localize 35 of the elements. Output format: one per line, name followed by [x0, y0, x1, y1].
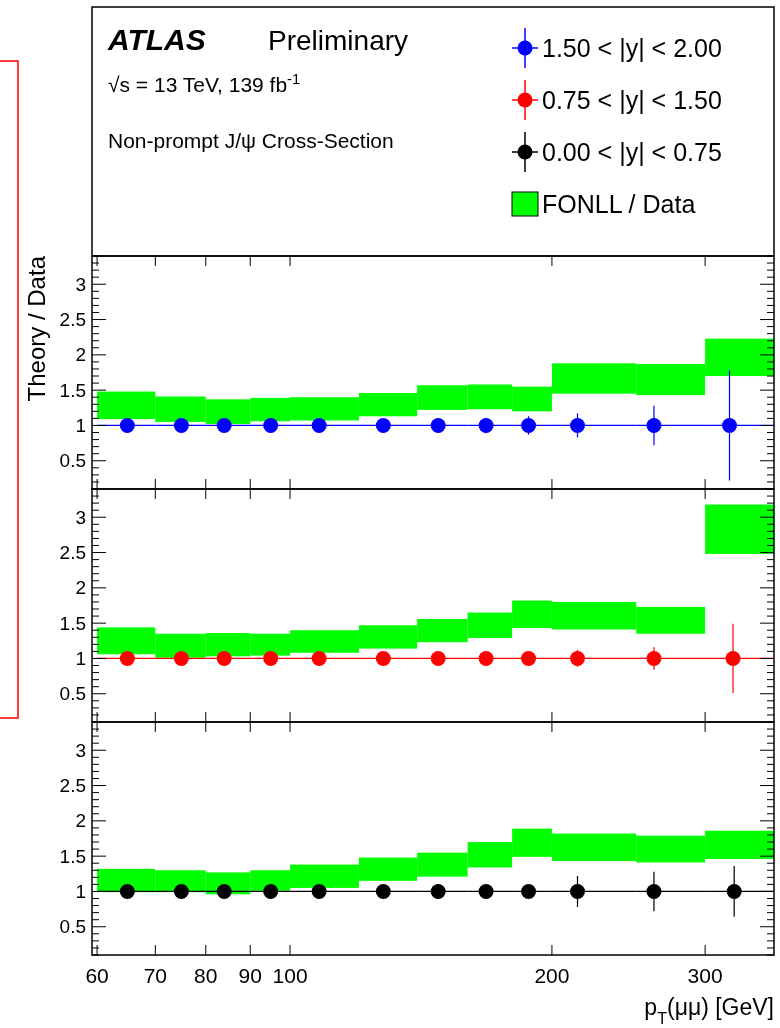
legend-label: 1.50 < |y| < 2.00 — [542, 34, 722, 62]
y-tick-label: 2.5 — [59, 775, 86, 797]
y-tick-label: 0.5 — [59, 450, 86, 472]
chart-subtitle: Preliminary — [268, 25, 409, 56]
y-tick-label: 2 — [75, 810, 86, 832]
x-tick-label: 80 — [194, 964, 218, 987]
y-tick-label: 1 — [75, 881, 86, 903]
y-tick-label: 2.5 — [59, 309, 86, 331]
x-tick-label: 300 — [687, 964, 723, 987]
legend-label: FONLL / Data — [542, 190, 696, 218]
y-axis-title: Theory / Data — [23, 255, 50, 402]
y-tick-label: 3 — [75, 739, 86, 761]
legend-label: 0.75 < |y| < 1.50 — [542, 86, 722, 114]
text: Non-prompt J/ψ Cross-Section — [108, 129, 394, 152]
y-tick-label: 0.5 — [59, 683, 86, 705]
chart-title: ATLAS — [107, 23, 206, 56]
x-tick-label: 90 — [238, 964, 262, 987]
y-tick-label: 3 — [75, 273, 86, 295]
legend-label: 0.00 < |y| < 0.75 — [542, 138, 722, 166]
x-tick-label: 60 — [85, 964, 109, 987]
y-tick-label: 3 — [75, 506, 86, 528]
x-tick-label: 70 — [143, 964, 167, 987]
y-tick-label: 1.5 — [59, 612, 86, 634]
y-tick-label: 1 — [75, 415, 86, 437]
x-axis-title: p$_{T}$(μμ) [GeV] — [644, 994, 774, 1027]
y-tick-label: 1 — [75, 648, 86, 670]
y-tick-label: 1.5 — [59, 845, 86, 867]
text: √s = 13 TeV, 139 fb$^{-1}$ — [108, 71, 301, 96]
y-tick-label: 1.5 — [59, 379, 86, 401]
y-tick-label: 0.5 — [59, 916, 86, 938]
x-tick-label: 200 — [534, 964, 570, 987]
y-tick-label: 2 — [75, 344, 86, 366]
x-tick-label: 100 — [272, 964, 308, 987]
y-tick-label: 2 — [75, 577, 86, 599]
y-tick-label: 2.5 — [59, 542, 86, 564]
